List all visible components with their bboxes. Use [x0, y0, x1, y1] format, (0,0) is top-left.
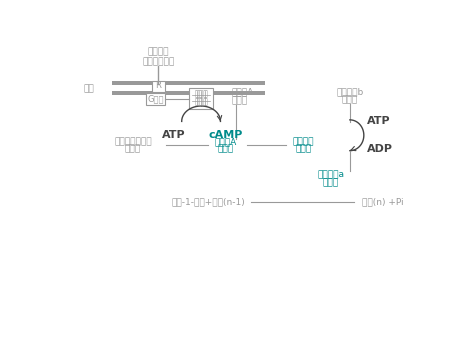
Text: 腺苷酸A: 腺苷酸A: [215, 137, 237, 146]
Text: 细胞: 细胞: [83, 84, 94, 94]
Text: 磷酸化酶a: 磷酸化酶a: [317, 171, 344, 180]
Bar: [146, 93, 164, 105]
Bar: [152, 81, 164, 92]
Text: 糖原(n) +Pi: 糖原(n) +Pi: [363, 198, 404, 207]
Text: 激酶酶: 激酶酶: [322, 178, 338, 188]
Text: 磷酸化酶激酶酶: 磷酸化酶激酶酶: [114, 137, 152, 146]
Text: 循环酶: 循环酶: [194, 97, 208, 106]
Text: 肾上腺素受体: 肾上腺素受体: [142, 57, 174, 66]
Text: 腺苷酸A: 腺苷酸A: [231, 88, 254, 97]
Text: cAMP: cAMP: [209, 130, 243, 140]
Text: 循环酶: 循环酶: [231, 96, 247, 105]
Text: R: R: [155, 81, 161, 91]
Bar: [189, 88, 213, 109]
Text: 磷酸化酶: 磷酸化酶: [292, 137, 314, 146]
Text: 激酶酶: 激酶酶: [125, 145, 141, 154]
Text: 激酶酶: 激酶酶: [342, 95, 358, 104]
Text: 腺苷酸: 腺苷酸: [194, 89, 208, 98]
Text: 糖原-1-磷酸+糖原(n-1): 糖原-1-磷酸+糖原(n-1): [171, 198, 245, 207]
Bar: [112, 81, 264, 85]
Text: 磷酸化酶b: 磷酸化酶b: [336, 87, 364, 96]
Text: 激酶酶: 激酶酶: [295, 145, 311, 154]
Text: ADP: ADP: [367, 144, 393, 154]
Text: ATP: ATP: [162, 130, 186, 140]
Text: ATP: ATP: [367, 116, 391, 126]
Text: 肾上腺素: 肾上腺素: [148, 48, 169, 56]
Text: G蛋白: G蛋白: [147, 95, 164, 103]
Bar: [112, 91, 264, 95]
Text: 循环酶: 循环酶: [218, 145, 234, 154]
